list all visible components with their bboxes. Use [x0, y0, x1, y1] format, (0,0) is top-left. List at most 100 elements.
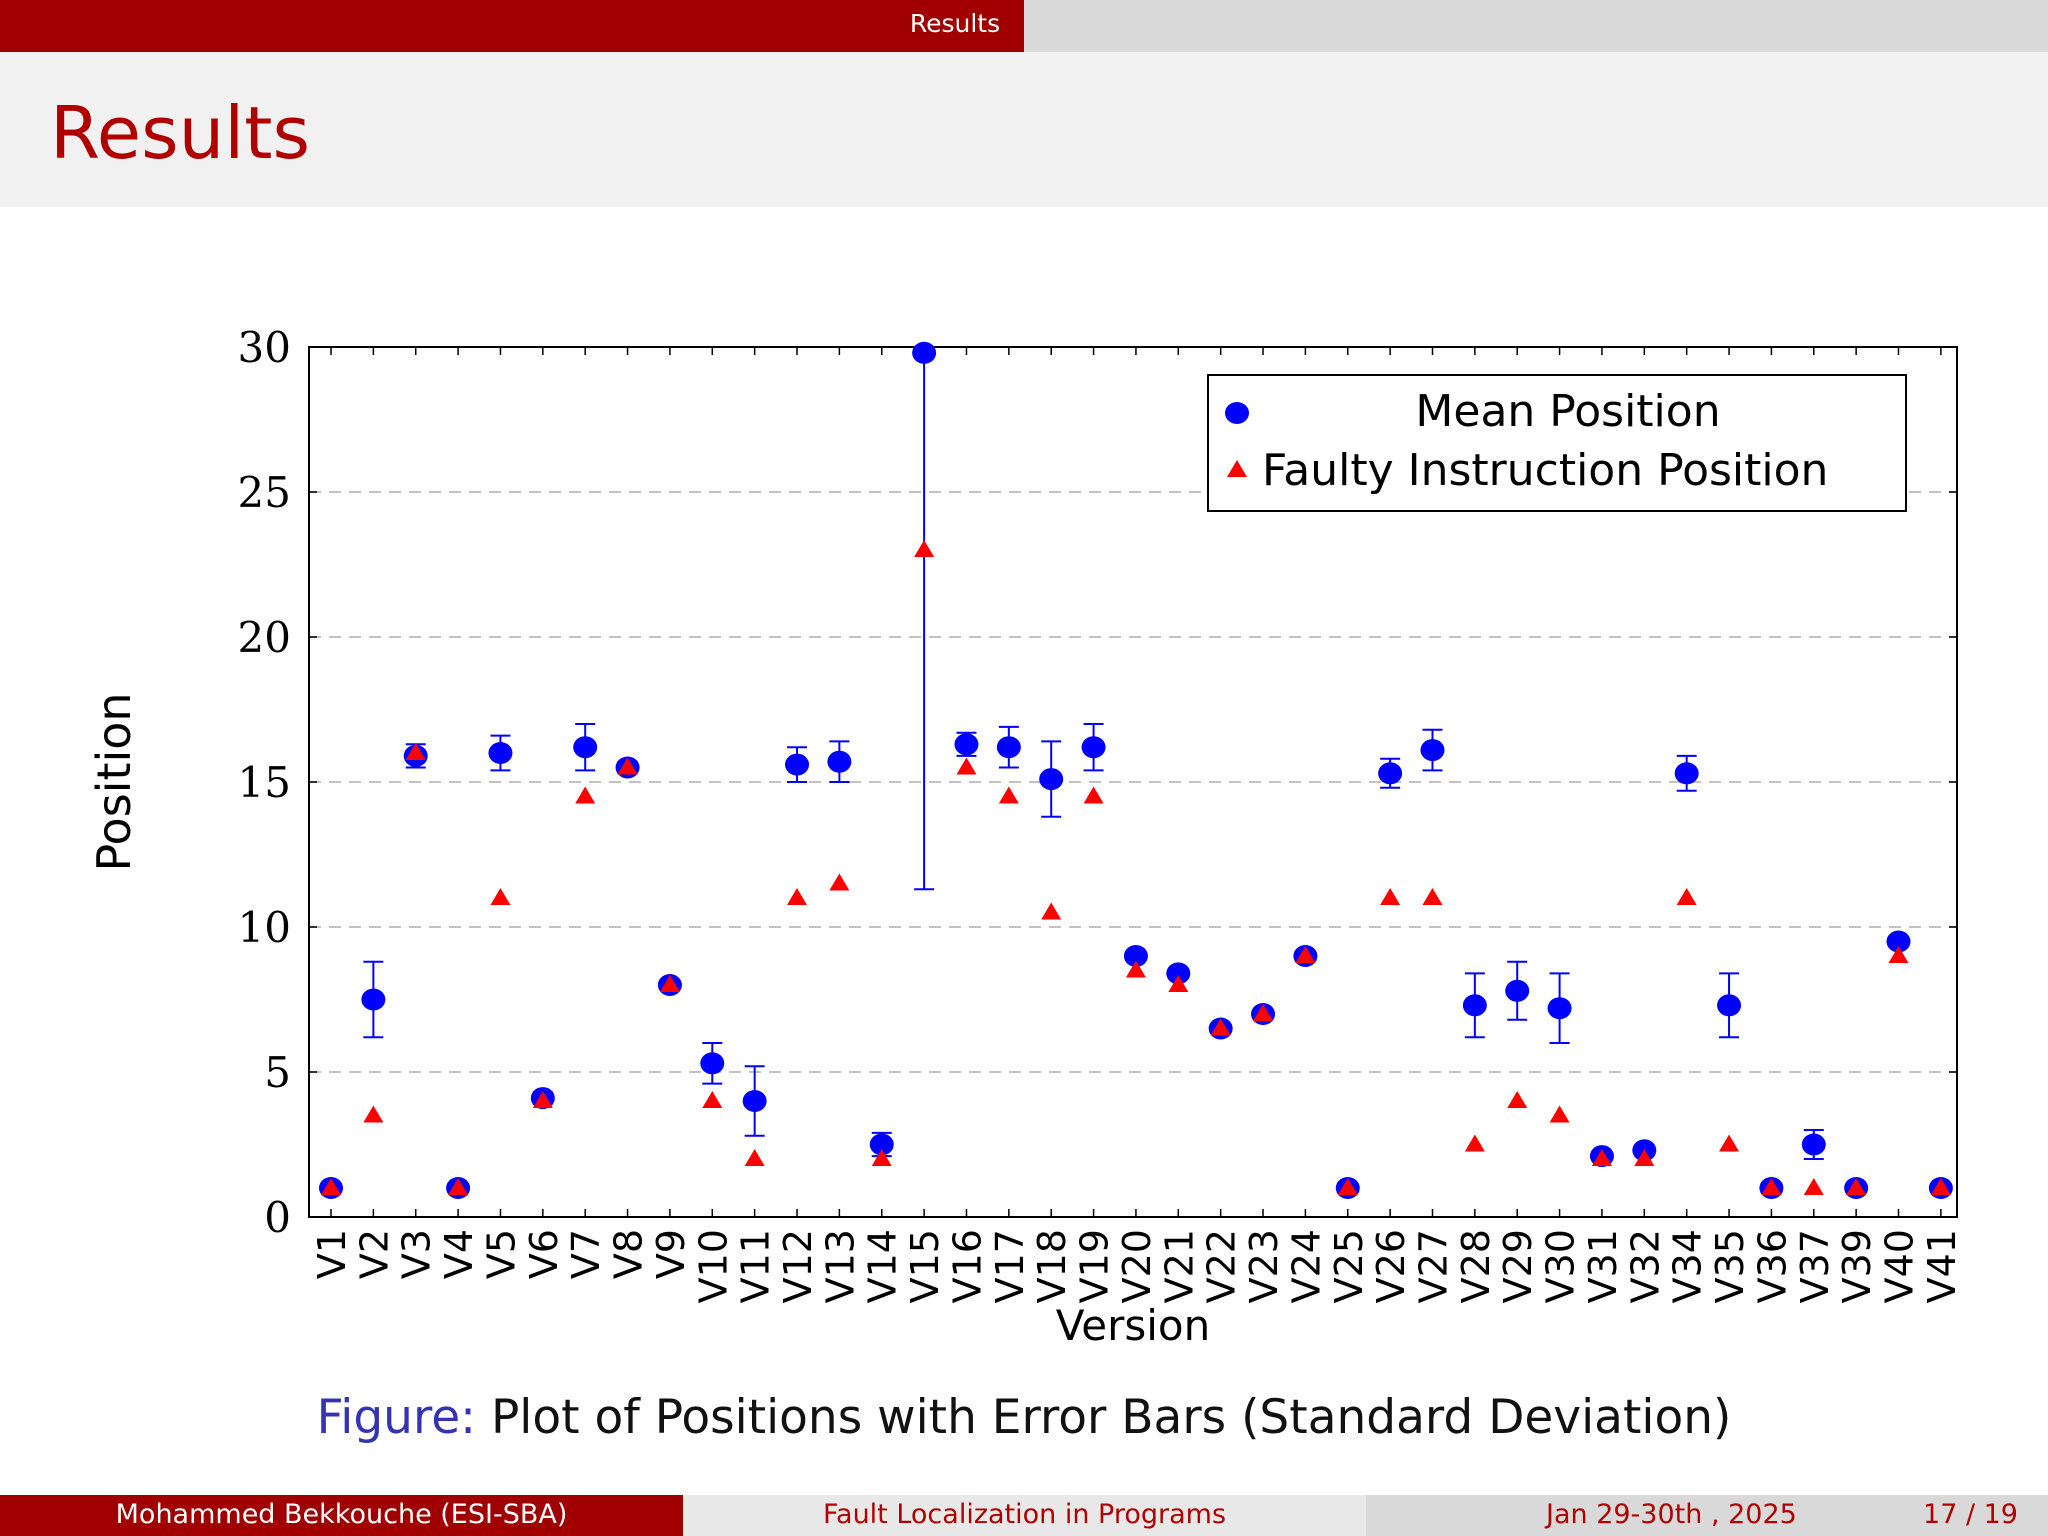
- x-tick-label: V21: [1157, 1229, 1201, 1303]
- faulty-instruction-point: [787, 888, 808, 905]
- footer-page-number: 17 / 19: [1923, 1499, 2018, 1530]
- x-tick-label: V14: [861, 1229, 905, 1303]
- mean-position-point: [700, 1052, 725, 1075]
- mean-position-point: [1462, 994, 1487, 1017]
- y-tick-label: 15: [238, 758, 291, 807]
- y-tick-label: 30: [238, 323, 291, 372]
- x-tick-label: V13: [818, 1229, 862, 1303]
- faulty-instruction-point: [829, 873, 850, 891]
- x-tick-label: V10: [691, 1229, 735, 1303]
- x-tick-label: V15: [903, 1229, 947, 1303]
- x-axis-label: Version: [1056, 1301, 1210, 1350]
- x-tick-label: V11: [734, 1229, 778, 1303]
- x-tick-label: V12: [776, 1229, 820, 1303]
- faulty-instruction-point: [956, 757, 977, 775]
- slide-title: Results: [50, 91, 310, 175]
- y-axis-label: Position: [87, 692, 141, 871]
- section-tab-results[interactable]: Results: [909, 9, 1001, 38]
- x-tick-label: V24: [1284, 1229, 1328, 1303]
- faulty-instruction-point: [744, 1149, 765, 1166]
- x-tick-label: V6: [522, 1229, 566, 1279]
- y-tick-label: 25: [238, 468, 291, 517]
- y-tick-label: 10: [238, 903, 291, 952]
- frame-title-bar: Results: [0, 52, 2048, 207]
- y-tick-label: 0: [264, 1193, 291, 1242]
- mean-position-point: [869, 1133, 894, 1156]
- mean-position-point: [912, 341, 937, 364]
- legend-box: [1207, 374, 1907, 512]
- faulty-instruction-point: [321, 1178, 341, 1195]
- x-tick-label: V3: [395, 1229, 439, 1279]
- legend-mean-marker: [1225, 402, 1249, 424]
- x-tick-label: V37: [1793, 1229, 1837, 1303]
- mean-position-point: [1674, 762, 1699, 785]
- legend-faulty-marker: [1227, 460, 1247, 477]
- position-error-bar-chart: 051015202530V1V2V3V4V5V6V7V8V9V10V11V12V…: [87, 323, 1964, 1350]
- faulty-instruction-point: [1846, 1178, 1867, 1195]
- mean-position-point: [1039, 768, 1064, 791]
- faulty-instruction-point: [1380, 888, 1401, 905]
- faulty-instruction-point: [1591, 1149, 1612, 1166]
- mean-position-point: [488, 742, 513, 764]
- faulty-instruction-point: [1083, 786, 1104, 804]
- x-tick-label: V8: [607, 1229, 651, 1279]
- mean-position-point: [827, 750, 852, 773]
- faulty-instruction-point: [1634, 1149, 1655, 1166]
- y-tick-label: 5: [264, 1048, 291, 1097]
- mean-position-point: [996, 736, 1021, 759]
- x-tick-label: V22: [1200, 1229, 1244, 1303]
- x-tick-label: V39: [1835, 1229, 1879, 1303]
- x-tick-label: V29: [1496, 1229, 1540, 1303]
- faulty-instruction-point: [1549, 1105, 1570, 1123]
- x-tick-label: V35: [1708, 1229, 1752, 1303]
- faulty-instruction-point: [1295, 946, 1316, 963]
- faulty-instruction-point: [871, 1149, 892, 1166]
- legend-faulty-label: Faulty Instruction Position: [1262, 445, 1828, 496]
- x-tick-label: V28: [1454, 1229, 1498, 1303]
- section-navigation-bar: Results: [0, 0, 2048, 52]
- faulty-instruction-point: [1507, 1091, 1528, 1108]
- x-tick-label: V2: [352, 1229, 396, 1279]
- faulty-instruction-point: [1930, 1178, 1951, 1195]
- x-tick-label: V16: [945, 1229, 989, 1303]
- faulty-instruction-point: [702, 1091, 723, 1108]
- faulty-instruction-point: [1253, 1004, 1274, 1021]
- mean-position-point: [1166, 962, 1191, 985]
- slide-footer: Mohammed Bekkouche (ESI-SBA) Fault Local…: [0, 1495, 2048, 1536]
- faulty-instruction-point: [490, 888, 511, 905]
- plot-frame: [308, 346, 1958, 1218]
- footer-date: Jan 29-30th , 2025: [1546, 1499, 1797, 1530]
- faulty-instruction-point: [532, 1091, 553, 1108]
- x-tick-label: V5: [479, 1229, 523, 1279]
- x-tick-label: V26: [1369, 1229, 1413, 1303]
- faulty-instruction-point: [1210, 1018, 1231, 1036]
- x-tick-label: V31: [1581, 1229, 1625, 1303]
- faulty-instruction-point: [1041, 902, 1062, 920]
- faulty-instruction-point: [363, 1105, 384, 1123]
- x-tick-label: V20: [1115, 1229, 1159, 1303]
- mean-position-point: [1123, 945, 1148, 967]
- figure-caption-text: Plot of Positions with Error Bars (Stand…: [490, 1390, 1732, 1445]
- faulty-instruction-point: [1761, 1178, 1782, 1195]
- mean-position-point: [573, 736, 598, 759]
- faulty-instruction-point: [659, 975, 680, 992]
- figure-caption: Figure: Plot of Positions with Error Bar…: [0, 1390, 2048, 1445]
- footer-talk-title: Fault Localization in Programs: [683, 1495, 1366, 1536]
- x-tick-label: V9: [649, 1229, 693, 1279]
- faulty-instruction-point: [1422, 888, 1443, 905]
- x-tick-label: V32: [1623, 1229, 1667, 1303]
- mean-position-point: [954, 733, 979, 756]
- faulty-instruction-point: [1676, 888, 1697, 905]
- faulty-instruction-point: [1888, 946, 1909, 963]
- faulty-instruction-point: [575, 786, 596, 804]
- legend-mean-label: Mean Position: [1415, 386, 1720, 437]
- x-tick-label: V1: [310, 1229, 354, 1279]
- footer-right-panel: Jan 29-30th , 2025 17 / 19: [1366, 1495, 2048, 1536]
- mean-position-point: [1717, 994, 1742, 1017]
- x-tick-label: V27: [1411, 1229, 1455, 1303]
- mean-position-point: [1081, 736, 1106, 759]
- faulty-instruction-point: [405, 743, 426, 760]
- mean-position-point: [1505, 979, 1530, 1002]
- x-tick-label: V23: [1242, 1229, 1286, 1303]
- x-tick-label: V19: [1073, 1229, 1117, 1303]
